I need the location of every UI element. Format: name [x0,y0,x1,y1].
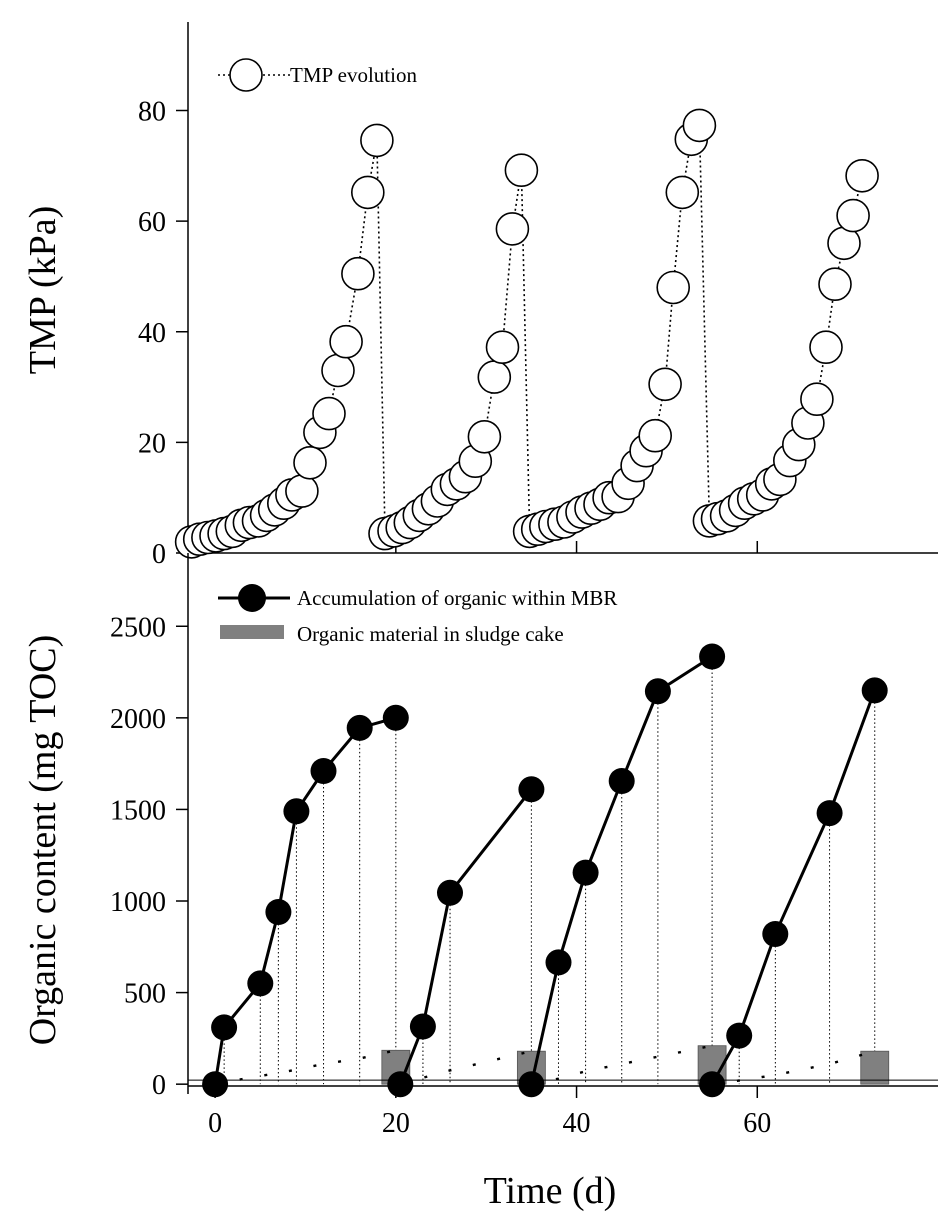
organic-y-tick-label: 2000 [110,704,166,735]
organic-accumulation-point [762,921,789,947]
tmp-point [329,324,363,359]
organic-accumulation-line [398,788,533,1085]
organic-accumulation-point [518,1071,545,1098]
organic-y-axis-title: Organic content (mg TOC) [22,635,64,1046]
sludge-trend-line [399,1050,532,1086]
tmp-y-tick-label: 60 [138,207,166,238]
organic-accumulation-point [437,879,463,906]
tmp-point [648,367,682,402]
organic-y-tick-label: 0 [152,1070,166,1101]
tmp-y-ticks: 0 20 40 60 80 [138,97,759,570]
organic-accumulation-point [409,1013,436,1040]
organic-accumulation-point [211,1014,238,1041]
organic-accumulation-point [699,643,726,670]
tmp-y-tick-label: 0 [152,539,166,570]
tmp-point [845,159,879,193]
organic-accumulation-point [608,768,635,794]
organic-accumulation-line [213,716,397,1085]
organic-accumulation-point [518,776,545,803]
time-x-tick-label: 20 [382,1108,410,1139]
tmp-legend: TMP evolution [218,58,417,92]
tmp-point [809,330,843,365]
organic-accumulation-point [861,677,888,704]
tmp-point [360,123,394,158]
tmp-point [285,474,319,508]
organic-ticks: 0 500 1000 1500 2000 2500 0 20 40 60 [110,612,771,1139]
organic-accumulation-point [644,678,671,705]
tmp-series [174,108,879,559]
organic-y-tick-label: 1000 [110,887,166,918]
tmp-y-tick-label: 40 [138,318,166,349]
organic-legend-label-accumulation: Accumulation of organic within MBR [297,586,617,610]
tmp-panel: 0 20 40 60 80 TMP evolution TMP (kPa) [22,22,938,570]
tmp-point [341,256,375,291]
tmp-point [495,212,530,246]
organic-legend-label-sludge: Organic material in sludge cake [297,622,564,646]
sludge-cake-bars [381,1045,890,1085]
tmp-y-tick-label: 80 [138,97,166,128]
tmp-point [504,153,539,187]
organic-accumulation-series [202,643,888,1098]
organic-legend: Accumulation of organic within MBR Organ… [218,584,617,646]
organic-accumulation-point [346,714,373,741]
tmp-point [682,108,717,143]
sludge-cake-bar [860,1050,890,1085]
time-x-axis-title: Time (d) [484,1170,617,1212]
organic-y-tick-label: 2500 [110,612,166,643]
sludge-trend-line [711,1050,876,1086]
organic-panel: 0 500 1000 1500 2000 2500 0 20 40 60 Accumulation… [22,553,938,1212]
tmp-point [350,175,385,210]
tmp-point [665,175,700,210]
tmp-point [477,360,512,394]
tmp-point [800,382,834,417]
organic-legend-marker [238,584,266,612]
sludge-legend-swatch [220,625,284,639]
tmp-point [818,267,852,302]
sludge-trend-line [214,1049,397,1086]
organic-accumulation-point [572,859,599,886]
organic-accumulation-point [283,798,310,825]
time-x-tick-label: 60 [743,1108,771,1139]
tmp-y-axis-title: TMP (kPa) [22,206,64,375]
tmp-legend-marker [229,58,263,92]
organic-accumulation-point [816,800,843,827]
organic-accumulation-point [265,899,292,925]
tmp-y-tick-label: 20 [138,428,166,459]
organic-axes-frame [187,553,938,1094]
organic-accumulation-point [247,970,274,997]
tmp-point [293,445,327,480]
organic-accumulation-point [382,704,409,731]
organic-accumulation-point [387,1071,414,1098]
organic-accumulation-point [310,758,337,784]
organic-accumulation-point [545,949,572,976]
tmp-point [321,353,355,388]
tmp-point [656,270,691,305]
tmp-point [467,419,502,454]
tmp-point [312,396,346,431]
organic-accumulation-point [699,1071,726,1098]
organic-drop-lines [223,656,876,1085]
tmp-point [638,418,673,453]
tmp-legend-label: TMP evolution [290,63,417,87]
organic-y-tick-label: 500 [124,979,166,1010]
organic-accumulation-point [202,1071,229,1098]
time-x-tick-label: 0 [208,1108,222,1139]
time-x-tick-label: 40 [563,1108,591,1139]
tmp-point [836,198,870,233]
tmp-point [485,330,520,365]
organic-y-tick-label: 1500 [110,795,166,826]
organic-accumulation-point [726,1022,753,1049]
